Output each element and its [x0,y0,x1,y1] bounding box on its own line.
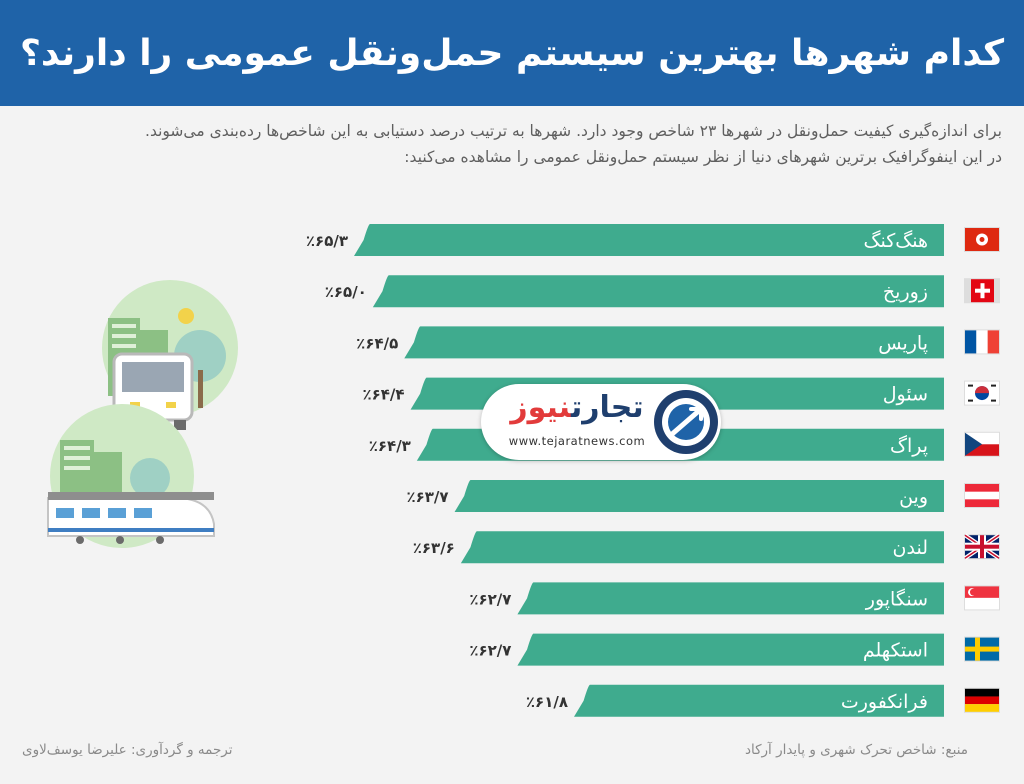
source-note: منبع: شاخص تحرک شهری و پایدار آرکاد [744,742,968,758]
bar [574,684,944,717]
value-label: ٪۶۲/۷ [469,590,511,608]
value-label: ٪۶۲/۷ [469,642,511,660]
bar [354,224,944,256]
category-label: سئول [883,384,928,406]
sweden-flag-icon [964,636,1000,662]
bar [460,531,944,564]
watermark-brand: تجارتنیوز [510,390,644,425]
value-label: ٪۶۴/۴ [362,386,404,404]
category-label: استکهلم [863,640,928,662]
uk-flag-icon [963,533,1001,560]
singapore-flag-icon [964,585,1000,611]
category-label: لندن [893,537,928,559]
page-title: کدام شهرها بهترین سیستم حمل‌ونقل عمومی ر… [19,32,1005,74]
value-label: ٪۶۱/۸ [526,693,568,711]
value-label: ٪۶۳/۷ [406,488,448,506]
value-label: ٪۶۴/۵ [356,334,398,352]
bar [517,582,944,615]
value-label: ٪۶۵/۰ [325,283,367,301]
category-label: زوریخ [883,281,928,303]
transport-illustration [47,280,238,548]
category-label: هنگ‌کنگ [863,230,928,252]
south-korea-flag-icon [964,380,1000,406]
switzerland-flag-icon [964,278,1000,304]
intro-line-1: برای اندازه‌گیری کیفیت حمل‌ونقل در شهرها… [145,122,1002,140]
intro-line-2: در این اینفوگرافیک برترین شهرهای دنیا از… [404,148,1002,166]
bar [372,275,944,308]
bar [404,326,944,359]
intro-text: برای اندازه‌گیری کیفیت حمل‌ونقل در شهرها… [2,118,1002,170]
category-label: پراگ [890,435,928,457]
bar [517,633,944,666]
category-label: وین [899,486,928,508]
category-label: پاریس [878,332,928,354]
czech-flag-icon [964,431,1000,457]
category-label: سنگاپور [865,587,928,610]
header-banner: کدام شهرها بهترین سیستم حمل‌ونقل عمومی ر… [0,0,1024,106]
bar [454,480,944,512]
credit-note: ترجمه و گردآوری: علیرضا یوسف‌لاوی [22,742,233,758]
hong-kong-flag-icon [964,227,1000,252]
watermark: تجارتنیوز www.tejaratnews.com [481,384,721,460]
watermark-url: www.tejaratnews.com [508,434,646,448]
value-label: ٪۶۵/۳ [306,232,348,250]
value-label: ٪۶۳/۶ [413,539,455,557]
watermark-logo-icon [654,390,718,454]
france-flag-icon [964,329,1000,355]
germany-flag-icon [964,687,1000,713]
category-label: فرانکفورت [841,691,928,713]
austria-flag-icon [964,483,1000,508]
value-label: ٪۶۴/۳ [369,437,411,455]
